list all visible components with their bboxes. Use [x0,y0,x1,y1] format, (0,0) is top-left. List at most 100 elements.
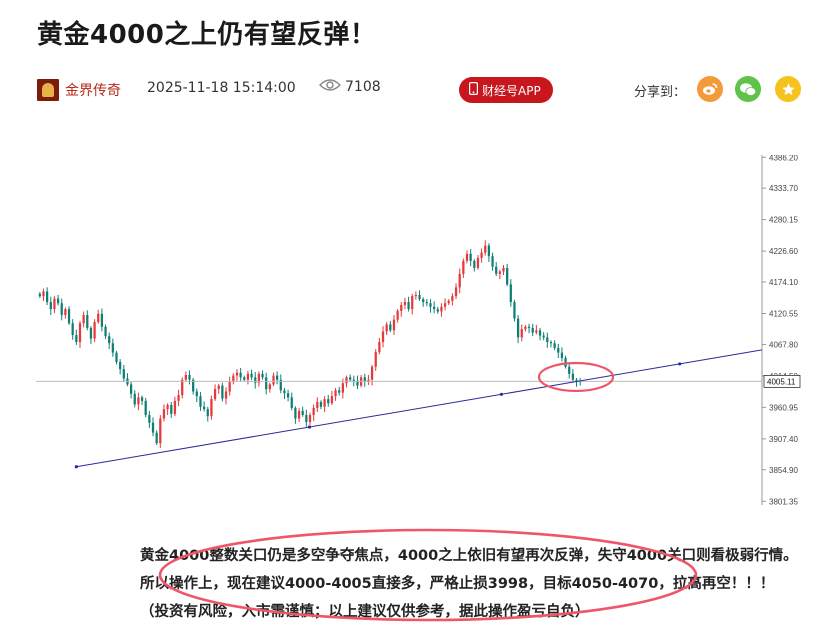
weibo-icon[interactable] [697,76,723,102]
candle [330,390,334,405]
candle-body [257,373,261,383]
candle-body [305,415,308,423]
candle-body [228,382,231,392]
candle [308,412,312,425]
candle-body [235,372,239,376]
candle-body [440,306,443,312]
candle [531,323,534,337]
candle-body [301,410,304,415]
candle-body [498,271,501,274]
candle-body [443,303,447,307]
candle-body [224,391,228,399]
candle-body [531,327,534,333]
candle-body [403,302,407,305]
candle-body [370,366,374,380]
candle [549,340,553,348]
candle [557,343,560,358]
candle [210,395,213,420]
candle [568,363,571,379]
candle [290,392,293,411]
candle [254,372,257,389]
axis-tick-label: 4120.55 [769,310,798,319]
candle [93,319,96,343]
candle [407,296,410,312]
candle-body [213,389,217,400]
candle-body [564,357,567,367]
candle-body [502,267,505,272]
candle-body [210,399,213,417]
candle-body [173,400,177,414]
axis-tick-label: 4333.70 [769,184,798,193]
favorite-icon[interactable] [775,76,801,102]
candle-body [254,377,257,383]
candle [239,367,242,381]
candle-body [400,305,403,311]
share-label: 分享到： [634,85,687,100]
candle-body [392,319,396,331]
candle [422,297,425,307]
candle [155,430,158,445]
candle [425,299,428,307]
current-price-box [763,375,801,388]
candle-body [115,352,118,363]
axis-tick-label: 3960.95 [769,403,798,412]
candle [261,370,264,380]
candle [363,373,366,387]
candle-body [506,267,509,285]
candle-body [49,302,52,310]
candle-body [42,291,45,297]
candle-body [345,377,348,384]
candle [396,309,399,323]
candle-body [538,330,542,336]
author-name[interactable]: 金界传奇 [65,83,121,99]
app-download-button[interactable]: 财经号APP [459,77,553,103]
candle [480,248,483,263]
candle [513,299,516,322]
candlestick-series [38,240,582,448]
candle-body [60,303,63,315]
paragraph-2: 所以操作上，现在建议4000-4005直接多，严格止损3998，目标4050-4… [140,576,775,592]
candle [232,373,235,385]
candle [465,250,469,264]
candle-body [425,302,428,304]
candle-body [75,335,78,343]
candle-body [374,352,377,367]
candle [352,375,355,387]
candle-body [462,260,465,274]
candle [188,370,191,385]
candle [516,315,520,344]
candle [71,319,74,340]
candle-body [575,379,578,381]
candle [206,406,209,422]
candle-body [290,397,293,408]
candle-body [571,373,575,380]
author-avatar[interactable] [37,79,59,101]
axis-tick-label: 4386.20 [769,155,798,162]
candle [443,298,447,311]
candle [319,400,323,410]
candle-body [520,329,523,338]
candle-body [108,336,111,344]
candle-body [64,309,67,315]
candle [243,375,246,382]
candle [411,293,414,315]
support-trendline [76,349,763,468]
current-price-label: 4005.11 [767,377,796,386]
candle-body [159,418,162,444]
candle-body [82,315,85,324]
view-count-value: 7108 [345,79,381,95]
candle [272,372,275,387]
candle [122,365,125,383]
candle [440,303,443,317]
candle [378,337,381,355]
candle-body [363,377,366,383]
candle-body [381,331,385,343]
wechat-icon[interactable] [735,76,761,102]
phone-icon [469,82,479,98]
candle-body [568,366,571,374]
candle [338,386,341,396]
candle [294,406,297,424]
candle-body [524,326,527,330]
eye-icon [319,78,341,96]
candle-body [330,396,334,404]
